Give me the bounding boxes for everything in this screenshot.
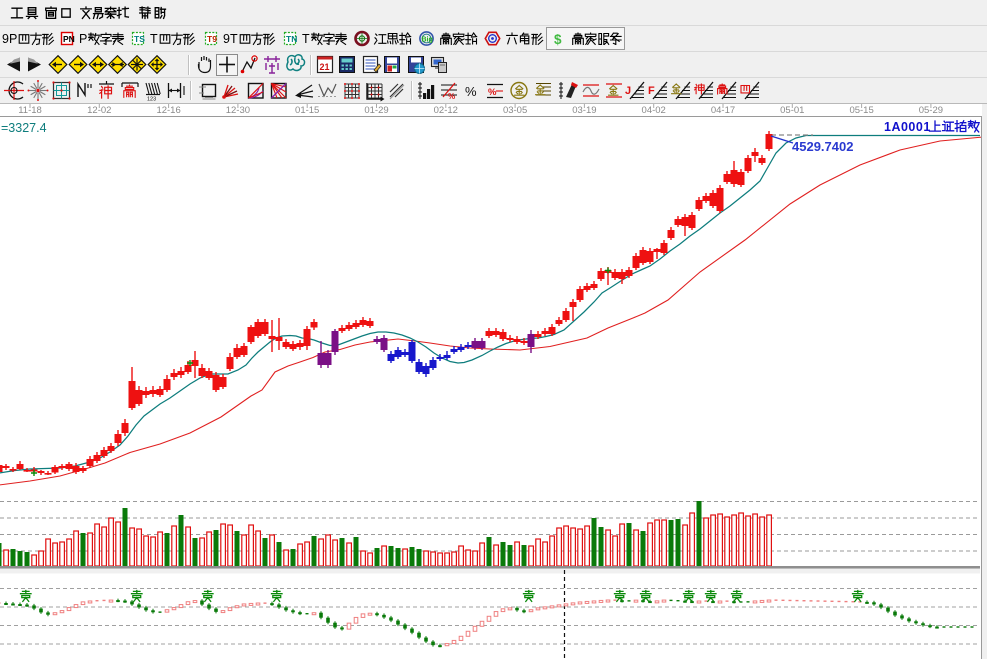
svg-text:J: J (625, 85, 631, 97)
svg-text:T: T (150, 32, 158, 46)
svg-text:Big: Big (422, 37, 433, 44)
svg-text:4529.7402: 4529.7402 (792, 139, 853, 154)
svg-text:T: T (302, 32, 310, 46)
svg-text:1A0001: 1A0001 (884, 120, 931, 134)
svg-text:T9: T9 (207, 34, 217, 44)
svg-text:PN: PN (63, 34, 75, 44)
svg-text:12-30: 12-30 (226, 105, 250, 116)
svg-text:02-12: 02-12 (434, 105, 458, 116)
svg-text:03-05: 03-05 (503, 105, 527, 116)
svg-text:01-15: 01-15 (295, 105, 319, 116)
svg-text:04-17: 04-17 (711, 105, 735, 116)
svg-text:01-29: 01-29 (364, 105, 388, 116)
svg-text:TN: TN (286, 34, 297, 44)
svg-text:05-15: 05-15 (849, 105, 873, 116)
svg-text:21: 21 (320, 62, 330, 72)
svg-text:=3327.4: =3327.4 (1, 121, 47, 135)
svg-text:%: % (448, 92, 455, 101)
svg-text:9P: 9P (2, 32, 17, 46)
svg-text:9T: 9T (223, 32, 238, 46)
svg-text:05-29: 05-29 (919, 105, 943, 116)
svg-text:F: F (648, 85, 655, 97)
svg-text:04-02: 04-02 (642, 105, 666, 116)
svg-text:12-02: 12-02 (87, 105, 111, 116)
svg-text:TS: TS (134, 34, 145, 44)
svg-text:P: P (79, 32, 87, 46)
svg-text:05-01: 05-01 (780, 105, 804, 116)
svg-text:11-18: 11-18 (18, 105, 42, 116)
svg-text:03-19: 03-19 (572, 105, 596, 116)
svg-text:$: $ (554, 32, 562, 47)
svg-text:123: 123 (147, 97, 156, 103)
svg-text:%: % (488, 87, 497, 98)
svg-text:12-16: 12-16 (156, 105, 180, 116)
svg-text:%: % (465, 84, 477, 99)
